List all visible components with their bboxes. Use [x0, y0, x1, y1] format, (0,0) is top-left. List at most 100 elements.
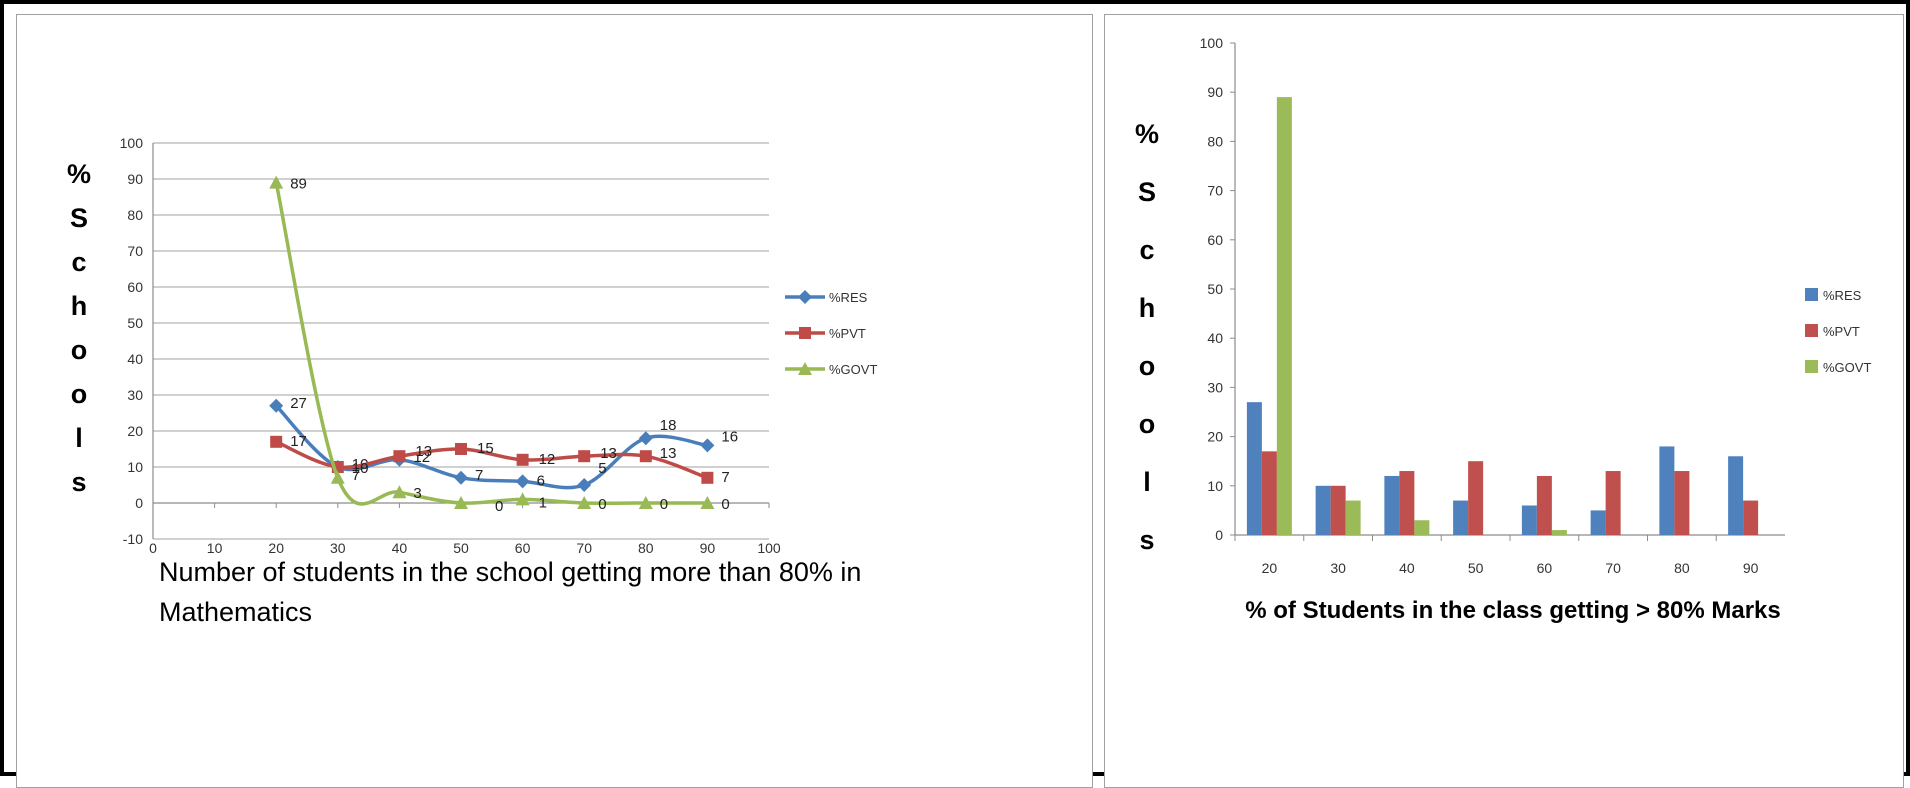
bar-pvt [1536, 475, 1552, 535]
y-tick-label: 100 [120, 135, 144, 151]
legend-swatch-govt [1805, 360, 1818, 373]
bar-govt [1345, 500, 1361, 535]
y-axis-label-letter: s [1139, 525, 1154, 555]
bar-pvt [1330, 485, 1346, 535]
bar-res [1384, 475, 1400, 535]
line-chart-panel: -10 0 10 20 30 40 50 60 70 80 90 100 0 10 20 30 40 50 60 70… [16, 14, 1093, 788]
data-label-res: 5 [598, 460, 606, 477]
data-label-res: 6 [537, 472, 545, 489]
y-tick-label: 60 [127, 279, 143, 295]
y-tick-label: 20 [1207, 429, 1223, 445]
data-label-govt: 7 [352, 467, 360, 484]
data-label-govt: 0 [495, 498, 503, 515]
x-tick-label: 100 [757, 540, 781, 556]
bar-res [1590, 510, 1606, 535]
x-tick-label: 80 [638, 540, 654, 556]
point-res [515, 474, 530, 489]
point-govt [392, 485, 407, 499]
bar-govt [1551, 530, 1567, 535]
bar-pvt [1468, 461, 1484, 535]
point-pvt [516, 453, 529, 466]
y-tick-label: 70 [127, 243, 143, 259]
data-label-pvt: 13 [600, 445, 617, 462]
point-res [269, 398, 284, 413]
y-tick-label: 70 [1207, 183, 1223, 199]
legend-label-res: %RES [1823, 288, 1862, 303]
legend-marker-govt [798, 362, 812, 375]
y-tick-label: -10 [123, 531, 143, 547]
point-pvt [455, 443, 467, 455]
legend-marker-pvt [799, 327, 811, 339]
y-axis-label-letter: l [1143, 467, 1151, 497]
legend-swatch-res [1805, 288, 1818, 301]
y-axis-label-letter: l [75, 423, 83, 453]
bar-govt [1414, 520, 1430, 535]
x-axis-title-line: Mathematics [159, 597, 312, 627]
bar-pvt [1605, 471, 1621, 535]
y-axis-label-letter: o [1139, 351, 1156, 381]
legend-label-govt: %GOVT [1823, 360, 1871, 375]
x-tick-label: 20 [268, 540, 284, 556]
y-axis-label-letter: o [71, 335, 88, 365]
bar-pvt [1743, 500, 1759, 535]
x-axis-title: % of Students in the class getting > 80%… [1245, 597, 1780, 624]
legend-label-pvt: %PVT [1823, 324, 1860, 339]
bar-res [1728, 456, 1744, 535]
bar-res [1521, 505, 1537, 535]
data-label-res: 27 [290, 395, 307, 412]
point-govt [638, 496, 653, 509]
data-label-govt: 0 [721, 496, 729, 513]
point-pvt [270, 435, 283, 448]
y-tick-label: 90 [127, 171, 143, 187]
point-govt [700, 496, 715, 509]
y-tick-label: 50 [1207, 281, 1223, 297]
y-tick-label: 10 [1207, 478, 1223, 494]
point-govt [454, 496, 468, 509]
bar-pvt [1399, 471, 1415, 535]
point-res [577, 478, 592, 492]
data-label-govt: 1 [539, 494, 547, 511]
x-tick-label: 10 [207, 540, 223, 556]
y-tick-label: 90 [1207, 84, 1223, 100]
data-label-govt: 0 [660, 496, 668, 513]
bar-chart-panel: 0 10 20 30 40 50 60 70 80 90 100 20 30 40 50 60 70 80 90% S… [1104, 14, 1904, 788]
y-tick-label: 60 [1207, 232, 1223, 248]
legend-marker-res [798, 290, 812, 304]
data-label-pvt: 7 [721, 469, 729, 486]
y-axis-label-letter: o [1139, 409, 1156, 439]
x-tick-label: 50 [1468, 560, 1484, 576]
bar-res [1659, 446, 1675, 535]
x-axis-title-line: Number of students in the school getting… [159, 557, 861, 587]
data-label-pvt: 13 [415, 443, 432, 460]
y-axis-label-letter: h [71, 291, 88, 321]
y-tick-label: 40 [1207, 330, 1223, 346]
y-tick-label: 80 [1207, 133, 1223, 149]
y-tick-label: 40 [127, 351, 143, 367]
data-label-pvt: 10 [352, 460, 369, 477]
y-axis-label-letter: % [1135, 119, 1159, 149]
x-tick-label: 60 [1537, 560, 1553, 576]
y-tick-label: 0 [1215, 527, 1223, 543]
y-axis-label-letter: S [1138, 177, 1156, 207]
point-govt [330, 470, 345, 484]
point-pvt [639, 450, 652, 463]
bar-pvt [1674, 471, 1690, 535]
legend-label-govt: %GOVT [829, 362, 877, 377]
y-axis-label-letter: S [70, 203, 88, 233]
x-tick-label: 30 [1330, 560, 1346, 576]
point-govt [269, 175, 284, 189]
data-label-govt: 0 [598, 496, 606, 513]
x-tick-label: 30 [330, 540, 346, 556]
x-tick-label: 40 [392, 540, 408, 556]
series-line-govt [274, 182, 708, 506]
y-axis-label-letter: h [1139, 293, 1156, 323]
bar-res [1315, 485, 1331, 535]
y-tick-label: 0 [135, 495, 143, 511]
x-tick-label: 50 [453, 540, 469, 556]
y-tick-label: 30 [127, 387, 143, 403]
data-label-pvt: 15 [477, 440, 494, 457]
bar-govt [1276, 97, 1292, 536]
data-label-pvt: 17 [290, 433, 307, 450]
